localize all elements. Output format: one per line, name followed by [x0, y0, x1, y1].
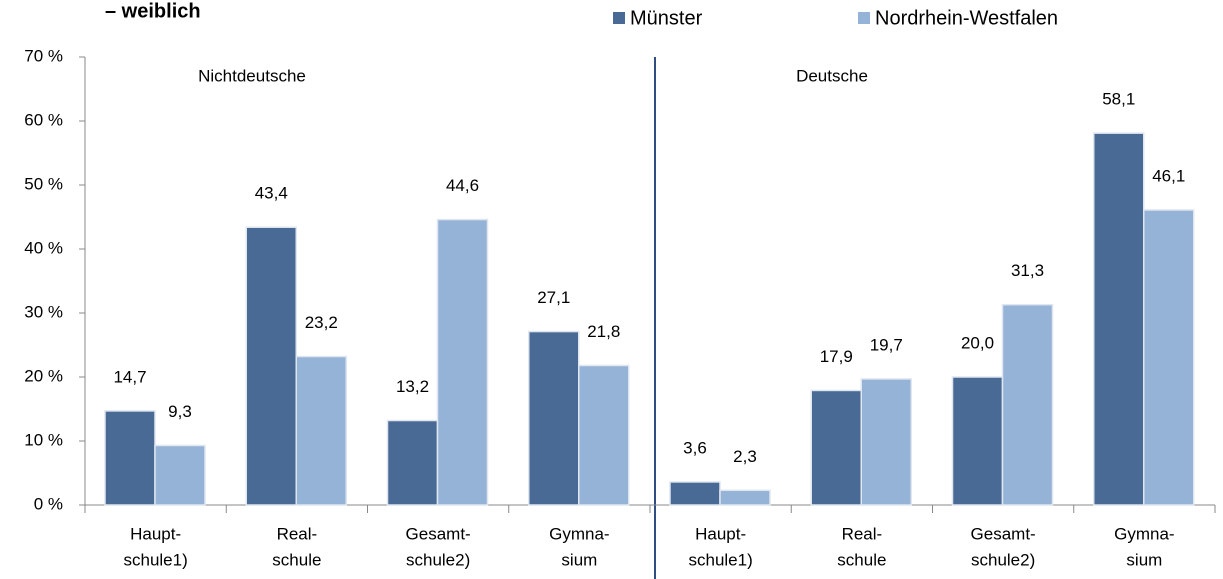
value-label: 2,3	[733, 447, 757, 466]
value-label: 44,6	[446, 176, 479, 195]
value-label: 46,1	[1152, 166, 1185, 185]
x-tick-label: schule2)	[971, 550, 1035, 569]
bar	[669, 481, 721, 506]
bar	[245, 226, 297, 506]
bar	[436, 218, 489, 506]
x-tick-label: Gesamt-	[971, 524, 1036, 543]
x-tick-label: schule1)	[123, 550, 187, 569]
bar	[810, 389, 862, 506]
x-tick-label: schule2)	[406, 550, 470, 569]
y-tick-label: 0 %	[34, 494, 63, 513]
bar	[578, 364, 630, 506]
value-label: 43,4	[255, 184, 288, 203]
chart-title: – weiblich	[105, 0, 201, 22]
x-tick-label: Real-	[277, 524, 318, 543]
value-label: 17,9	[820, 347, 853, 366]
legend-label: Münster	[630, 7, 703, 29]
y-tick-label: 40 %	[24, 238, 63, 257]
value-label: 27,1	[537, 288, 570, 307]
x-tick-label: schule1)	[688, 550, 752, 569]
y-tick-label: 10 %	[24, 430, 63, 449]
bar	[154, 444, 206, 506]
x-tick-label: Real-	[842, 524, 883, 543]
bar	[1093, 132, 1145, 506]
annotation: Deutsche	[796, 66, 868, 85]
bar	[528, 330, 580, 506]
value-label: 21,8	[587, 322, 620, 341]
x-tick-label: Gymna-	[1114, 524, 1174, 543]
y-tick-label: 70 %	[24, 46, 63, 65]
value-label: 23,2	[305, 313, 338, 332]
y-tick-label: 60 %	[24, 110, 63, 129]
value-label: 9,3	[168, 402, 192, 421]
x-tick-label: Haupt-	[695, 524, 746, 543]
x-tick-label: Haupt-	[130, 524, 181, 543]
y-tick-label: 30 %	[24, 302, 63, 321]
x-tick-label: Gymna-	[549, 524, 609, 543]
bar	[1001, 303, 1054, 506]
value-label: 14,7	[113, 367, 146, 386]
bar	[719, 489, 771, 506]
value-label: 58,1	[1102, 90, 1135, 109]
value-label: 19,7	[870, 335, 903, 354]
x-tick-label: schule	[272, 550, 321, 569]
bar	[104, 410, 156, 506]
value-label: 13,2	[396, 377, 429, 396]
y-tick-label: 50 %	[24, 174, 63, 193]
x-tick-label: sium	[561, 550, 597, 569]
bar	[951, 376, 1004, 506]
bar	[860, 378, 912, 506]
bar	[386, 419, 439, 506]
bar	[1143, 209, 1195, 506]
x-tick-label: schule	[837, 550, 886, 569]
value-label: 20,0	[961, 333, 994, 352]
legend-swatch	[613, 12, 625, 24]
y-tick-label: 20 %	[24, 366, 63, 385]
bar	[295, 355, 347, 506]
annotation: Nichtdeutsche	[198, 66, 306, 85]
x-tick-label: sium	[1126, 550, 1162, 569]
legend-swatch	[858, 12, 870, 24]
x-tick-label: Gesamt-	[406, 524, 471, 543]
value-label: 3,6	[683, 438, 707, 457]
legend-label: Nordrhein-Westfalen	[875, 7, 1058, 29]
value-label: 31,3	[1011, 261, 1044, 280]
